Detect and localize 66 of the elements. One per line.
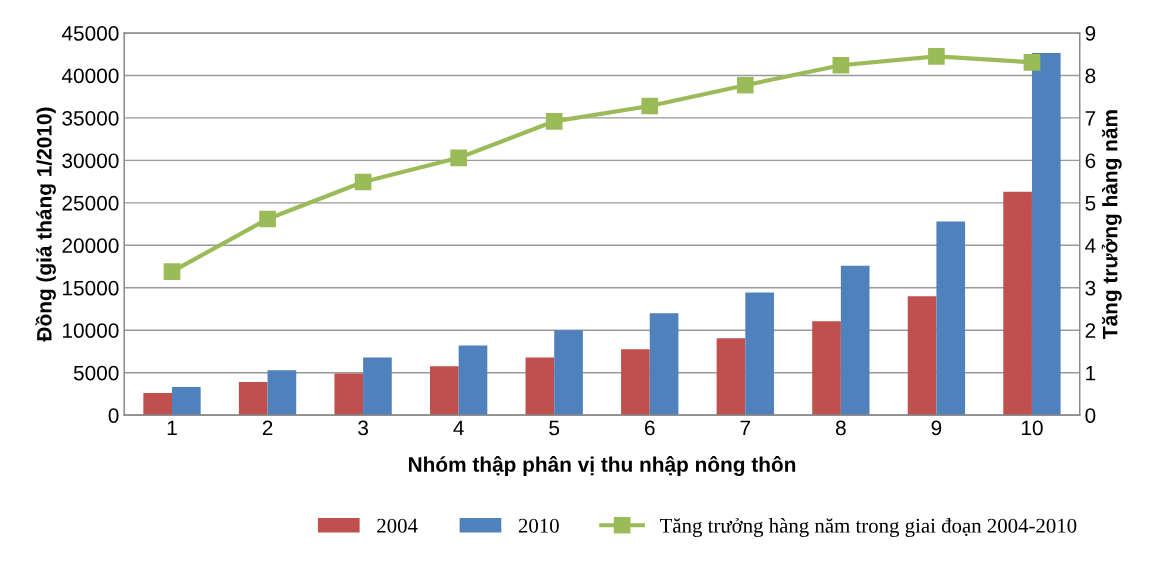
bar	[429, 366, 459, 416]
x-axis-title: Nhóm thập phân vị thu nhập nông thôn	[408, 456, 796, 477]
y2-tick-label: 4	[1085, 238, 1096, 253]
point	[641, 97, 659, 115]
y2-tick-label: 7	[1085, 111, 1096, 126]
y-tick-label: 30000	[62, 153, 119, 169]
legend-label: 2010	[518, 518, 559, 533]
x-tick-label: 8	[835, 420, 846, 436]
y2-tick-label: 8	[1085, 68, 1096, 84]
y-tick-label: 20000	[62, 238, 119, 254]
y2-tick-label: 9	[1085, 26, 1096, 41]
x-tick-label: 7	[740, 420, 751, 436]
x-tick-label: 5	[549, 420, 560, 436]
x-tick-label: 1	[167, 420, 177, 436]
bar	[621, 349, 650, 416]
y-tick-label: 25000	[62, 195, 119, 211]
bar	[1031, 52, 1061, 416]
y2-tick-label: 1	[1086, 365, 1096, 381]
y2-tick-label: 2	[1085, 323, 1096, 338]
bar	[458, 345, 488, 416]
bar	[554, 330, 583, 416]
bar	[840, 265, 870, 416]
legend-label: Tăng trưởng hàng năm trong giai đoạn 2004-2010	[660, 518, 1077, 538]
bar	[363, 357, 392, 416]
y-axis-title: Đồng (giá tháng 1/2010)	[35, 107, 56, 342]
point	[354, 173, 372, 191]
y2-tick-label: 0	[1085, 408, 1096, 423]
x-tick-label: 3	[358, 420, 368, 436]
bar	[716, 338, 746, 416]
point	[832, 56, 850, 74]
x-tick-label: 2	[262, 420, 273, 436]
y2-tick-label: 3	[1085, 280, 1096, 296]
bar	[267, 370, 297, 416]
bar	[143, 393, 172, 416]
point	[163, 263, 181, 280]
y-tick-label: 40000	[61, 68, 119, 84]
bar	[745, 292, 774, 416]
point	[545, 112, 563, 130]
bar	[812, 321, 841, 416]
y-tick-label: 5000	[73, 365, 119, 381]
y-tick-label: 45000	[61, 26, 119, 41]
x-tick-label: 4	[453, 420, 464, 436]
bar	[525, 357, 555, 416]
y2-tick-label: 6	[1085, 153, 1096, 169]
x-tick-label: 6	[645, 420, 655, 436]
point	[928, 48, 945, 65]
x-tick-label: 10	[1021, 420, 1043, 436]
bar	[649, 313, 679, 416]
x-tick-label: 9	[931, 420, 942, 436]
y-tick-label: 10000	[63, 323, 119, 338]
legend-label: 2004	[377, 518, 418, 533]
bar	[907, 296, 937, 416]
y2-axis-title: Tăng trưởng hàng năm	[1101, 110, 1122, 339]
point	[259, 210, 276, 228]
bar	[172, 387, 201, 416]
y-tick-label: 35000	[62, 110, 119, 126]
bar	[1003, 191, 1032, 416]
point	[450, 149, 467, 167]
bar	[936, 221, 966, 416]
y2-tick-label: 5	[1085, 196, 1096, 211]
point	[736, 76, 754, 94]
y-tick-label: 15000	[63, 280, 119, 296]
y-tick-label: 0	[108, 408, 119, 423]
bar	[334, 373, 364, 416]
point	[1023, 53, 1041, 71]
bar	[238, 382, 268, 416]
